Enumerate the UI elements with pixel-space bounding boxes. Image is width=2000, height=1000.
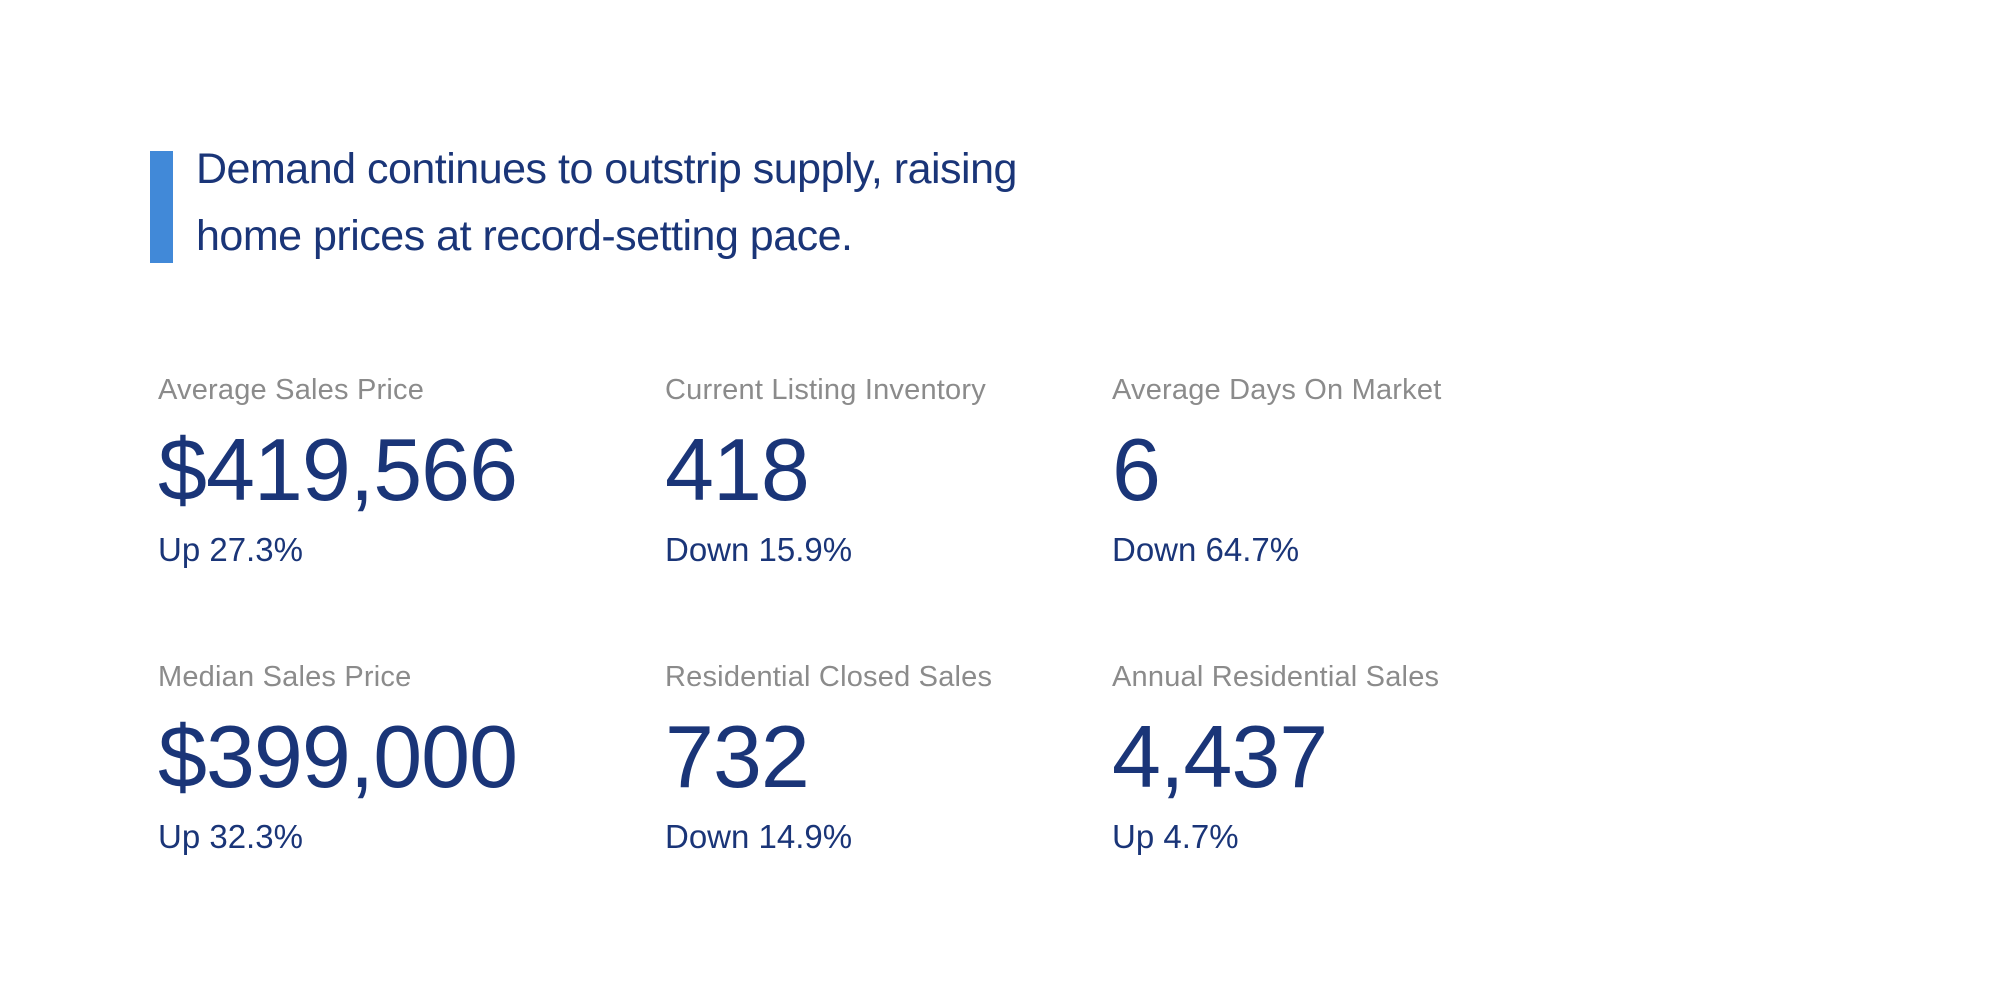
stat-card-average-sales-price: Average Sales Price $419,566 Up 27.3%: [158, 374, 665, 569]
headline-line-2: home prices at record-setting pace.: [196, 212, 853, 260]
stat-card-residential-closed-sales: Residential Closed Sales 732 Down 14.9%: [665, 661, 1112, 856]
stat-value: 6: [1112, 420, 1161, 519]
stat-value: 732: [665, 707, 810, 807]
stat-label: Average Days On Market: [1112, 374, 1442, 406]
stat-value: $419,566: [158, 420, 518, 519]
headline-line-1: Demand continues to outstrip supply, rai…: [196, 145, 1017, 193]
stat-value: 418: [665, 420, 810, 519]
stat-change: Down 15.9%: [665, 531, 853, 569]
stat-label: Current Listing Inventory: [665, 374, 986, 406]
stat-card-average-days-on-market: Average Days On Market 6 Down 64.7%: [1112, 374, 1632, 569]
stat-label: Average Sales Price: [158, 374, 425, 406]
stat-value: $399,000: [158, 707, 518, 807]
stat-label: Median Sales Price: [158, 661, 412, 694]
stat-change: Up 32.3%: [158, 818, 303, 856]
stat-change: Up 4.7%: [1112, 818, 1239, 856]
stat-change: Down 64.7%: [1112, 531, 1300, 569]
stat-label: Annual Residential Sales: [1112, 661, 1440, 694]
stat-card-current-listing-inventory: Current Listing Inventory 418 Down 15.9%: [665, 374, 1112, 569]
stat-card-annual-residential-sales: Annual Residential Sales 4,437 Up 4.7%: [1112, 661, 1632, 856]
stat-change: Down 14.9%: [665, 818, 853, 856]
headline-accent-bar: [150, 151, 173, 263]
stat-card-median-sales-price: Median Sales Price $399,000 Up 32.3%: [158, 661, 665, 856]
stat-label: Residential Closed Sales: [665, 661, 993, 694]
stat-value: 4,437: [1112, 707, 1328, 807]
stats-grid: Average Sales Price $419,566 Up 27.3% Cu…: [158, 374, 1632, 856]
stat-change: Up 27.3%: [158, 531, 303, 569]
headline: Demand continues to outstrip supply, rai…: [196, 136, 1017, 270]
